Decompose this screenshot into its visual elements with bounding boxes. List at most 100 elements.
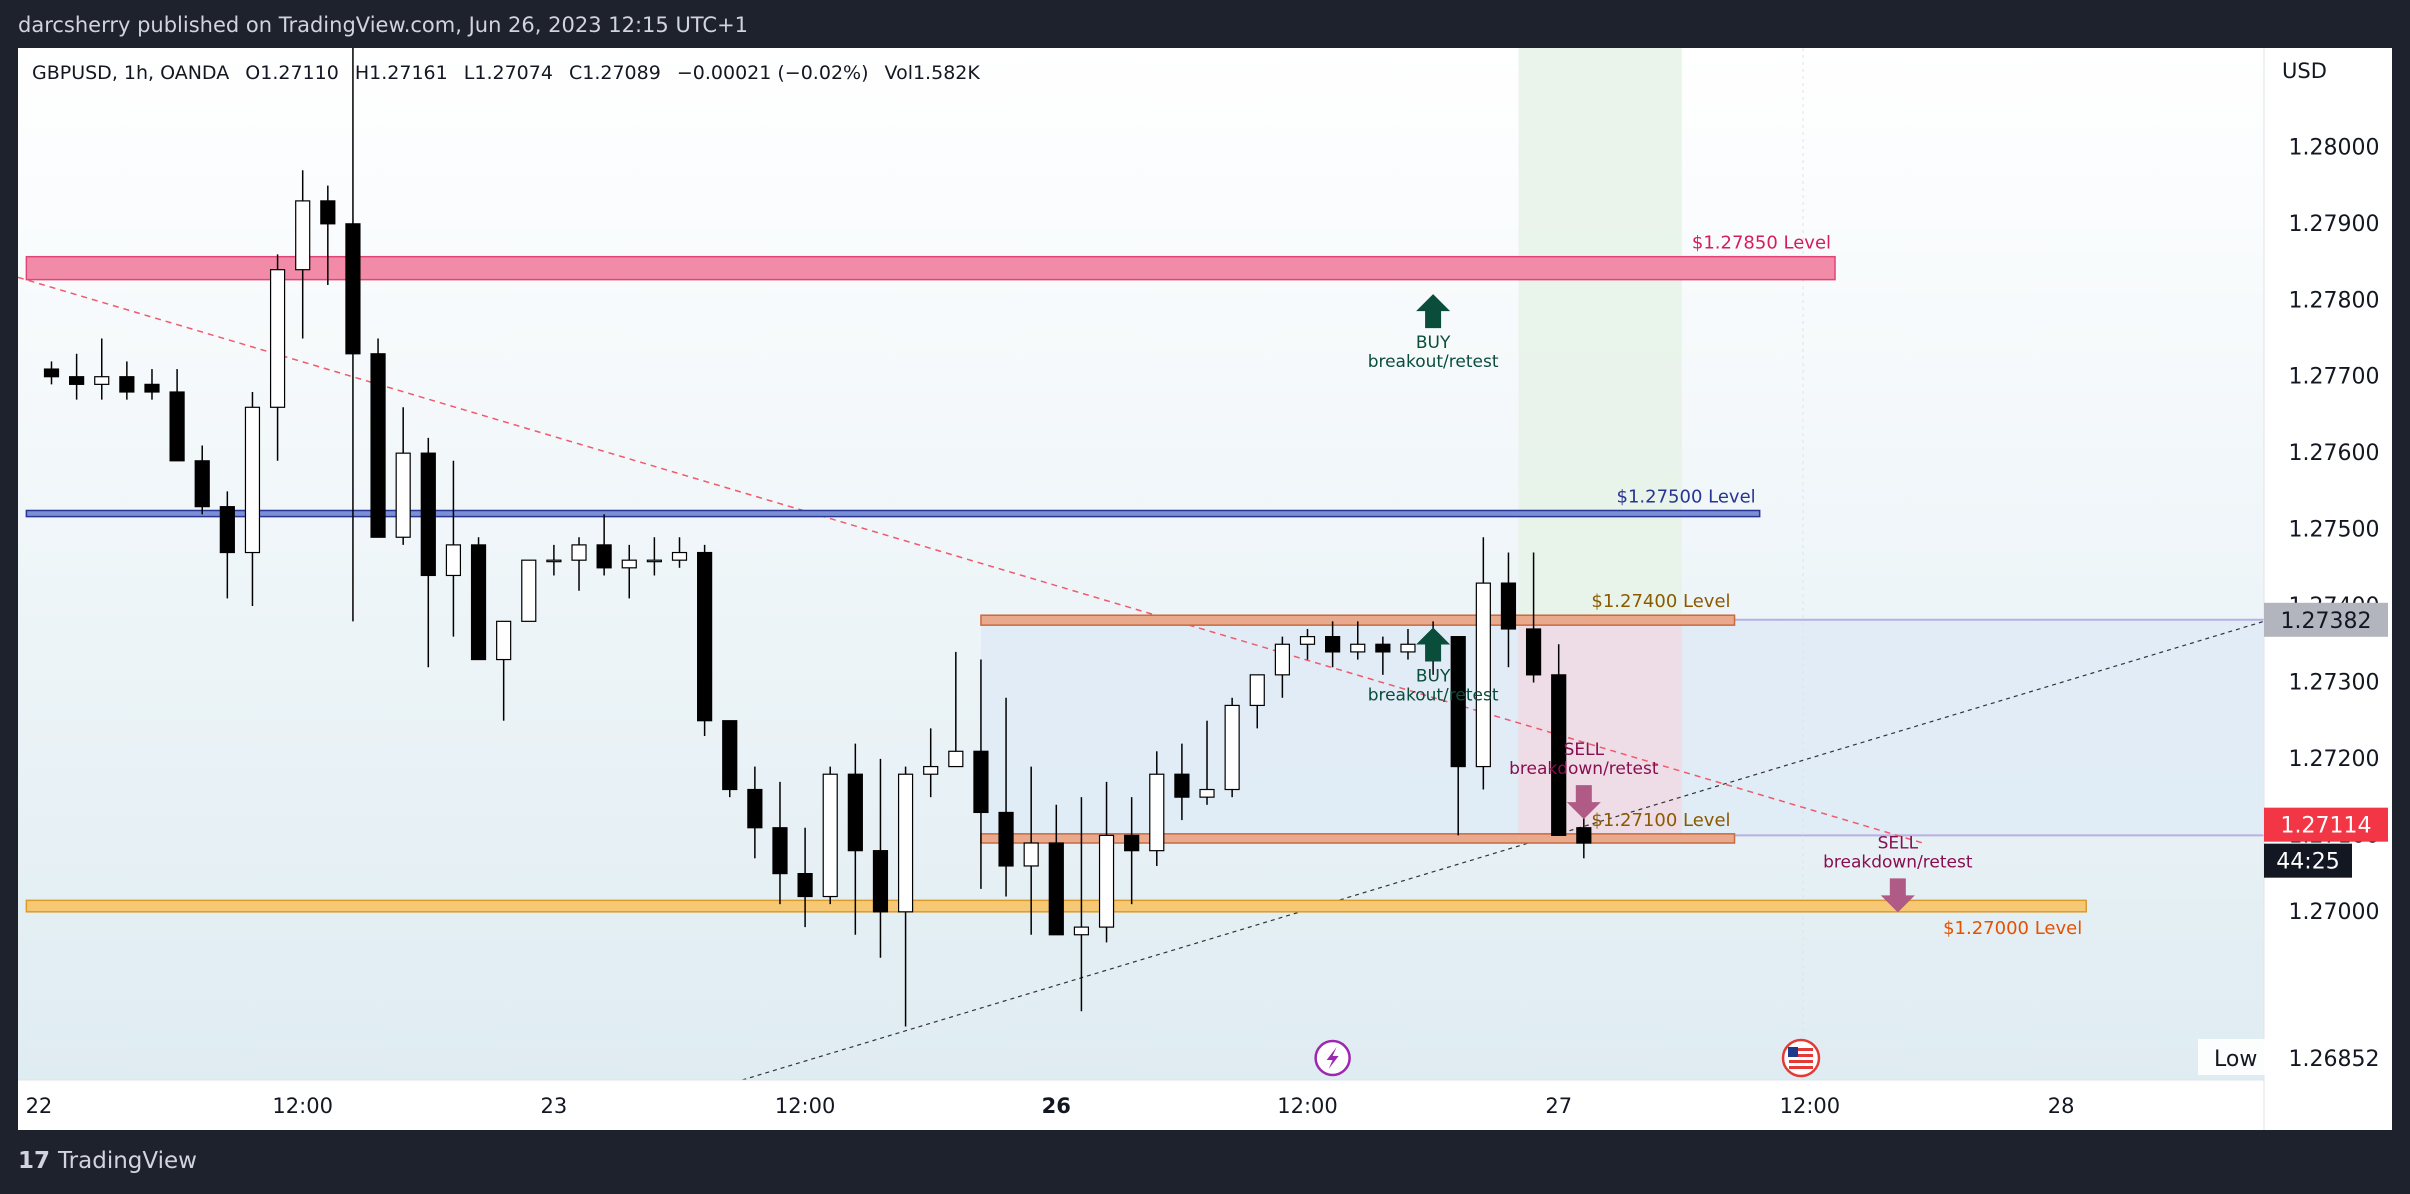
top-bar: darcsherry published on TradingView.com,… <box>0 0 2410 48</box>
sell-mid-sublabel: breakdown/retest <box>1509 759 1659 779</box>
candle <box>646 537 662 576</box>
bull-candle-body <box>571 544 587 561</box>
candle <box>923 728 939 798</box>
flag-icon-stripe <box>1789 1066 1813 1069</box>
y-tick-label: 1.27500 <box>2289 518 2380 543</box>
event-lightning-icon[interactable] <box>1314 1039 1351 1077</box>
flag-icon-stripe <box>1789 1048 1813 1051</box>
countdown-badge <box>2264 843 2352 878</box>
bear-candle-body <box>722 720 738 791</box>
x-tick-label: 28 <box>2048 1094 2075 1118</box>
bull-candle-body <box>897 773 914 913</box>
currency-label: USD <box>2282 59 2327 83</box>
x-tick-label: 12:00 <box>1780 1094 1841 1118</box>
bear-candle-body <box>370 353 386 538</box>
low-badge <box>2198 1039 2388 1075</box>
bear-candle-body <box>43 368 60 378</box>
bear-candle-body <box>219 506 235 554</box>
bull-candle-body <box>521 559 537 622</box>
bull-candle-body <box>1274 643 1290 676</box>
price-chart[interactable]: $1.27850 Level $1.27500 Level $1.27400 Lev… <box>18 48 2392 1130</box>
candle <box>1073 797 1090 1012</box>
level-127000-label: $1.27000 Level <box>1943 918 2082 939</box>
sell-mid-arrow-icon <box>1566 785 1601 820</box>
bull-candle-body <box>1350 643 1366 653</box>
candle <box>1098 781 1115 943</box>
candle <box>169 369 185 462</box>
candle <box>445 460 462 637</box>
buy-projection-band <box>1518 48 1682 620</box>
x-tick-label: 26 <box>1042 1094 1071 1118</box>
bear-candle-body <box>1174 773 1190 798</box>
bear-candle-body <box>872 850 889 913</box>
tradingview-brand: TradingView <box>58 1148 197 1174</box>
x-tick-label: 12:00 <box>272 1094 333 1118</box>
candle <box>219 491 235 599</box>
bear-candle-body <box>772 827 788 875</box>
y-tick-label: 1.27600 <box>2289 441 2380 466</box>
risk-band <box>1518 619 1682 836</box>
candle <box>1350 621 1366 660</box>
bull-candle-body <box>671 551 688 561</box>
legend-high: H1.27161 <box>354 62 448 84</box>
position-price-badge <box>2264 602 2388 637</box>
bull-candle-body <box>923 765 939 775</box>
candle <box>747 766 763 859</box>
bull-candle-body <box>445 544 462 577</box>
candle <box>1500 552 1517 668</box>
sell-mid-label: SELL <box>1564 740 1605 760</box>
chart-pane[interactable]: $1.27850 Level $1.27500 Level $1.27400 Lev… <box>18 48 2392 1130</box>
candle <box>621 544 637 599</box>
last-price-badge <box>2264 807 2388 842</box>
bull-candle-body <box>646 559 662 563</box>
flag-icon-stripe <box>1789 1060 1813 1063</box>
flag-icon-canton <box>1788 1047 1798 1057</box>
y-tick-label: 1.28000 <box>2289 135 2380 160</box>
y-tick-label: 1.27700 <box>2289 365 2380 390</box>
level-127850-label: $1.27850 Level <box>1692 233 1831 254</box>
level-127400-label: $1.27400 Level <box>1591 591 1730 612</box>
candle <box>69 353 85 400</box>
ascending-trendline <box>742 620 2265 1081</box>
bear-candle-body <box>1525 628 1542 676</box>
bear-candle-body <box>1124 834 1140 852</box>
bear-candle-body <box>320 200 336 225</box>
buy-top-arrow-icon <box>1416 294 1451 329</box>
bear-candle-body <box>144 383 160 393</box>
candle <box>144 369 160 400</box>
candle <box>244 392 261 607</box>
sell-right-label: SELL <box>1878 833 1919 853</box>
tradingview-logo[interactable]: 17 TradingView <box>18 1148 197 1174</box>
buy-mid-label: BUY <box>1416 666 1451 686</box>
bear-candle-body <box>470 544 487 661</box>
candle <box>94 338 110 400</box>
bear-candle-body <box>1500 582 1517 630</box>
bear-candle-body <box>420 452 436 577</box>
candle <box>1299 628 1316 660</box>
tradingview-logo-icon: 17 <box>18 1148 51 1174</box>
bull-candle-body <box>1224 704 1240 791</box>
candle <box>847 743 863 935</box>
bear-candle-body <box>1048 842 1064 936</box>
candle <box>1199 720 1215 805</box>
bear-candle-body <box>1325 636 1341 653</box>
bear-candle-body <box>998 811 1014 867</box>
level-127500-zone <box>25 509 1761 518</box>
bull-candle-body <box>948 750 964 768</box>
level-127100-zone <box>980 833 1736 844</box>
candle <box>194 445 210 515</box>
legend-open: O1.27110 <box>245 62 339 84</box>
candle <box>897 766 914 1027</box>
bear-candle-body <box>1576 827 1592 844</box>
legend-change: −0.00021 (−0.02%) <box>676 62 869 84</box>
event-us-flag-icon[interactable] <box>1781 1038 1821 1078</box>
bull-candle-body <box>269 269 286 408</box>
candle <box>697 544 713 736</box>
bear-candle-body <box>596 544 612 569</box>
candle <box>1375 636 1391 675</box>
candle <box>470 537 487 661</box>
y-tick-label: 1.27800 <box>2289 288 2380 313</box>
x-tick-label: 23 <box>541 1094 568 1118</box>
candle <box>269 254 286 461</box>
candle <box>722 720 738 798</box>
